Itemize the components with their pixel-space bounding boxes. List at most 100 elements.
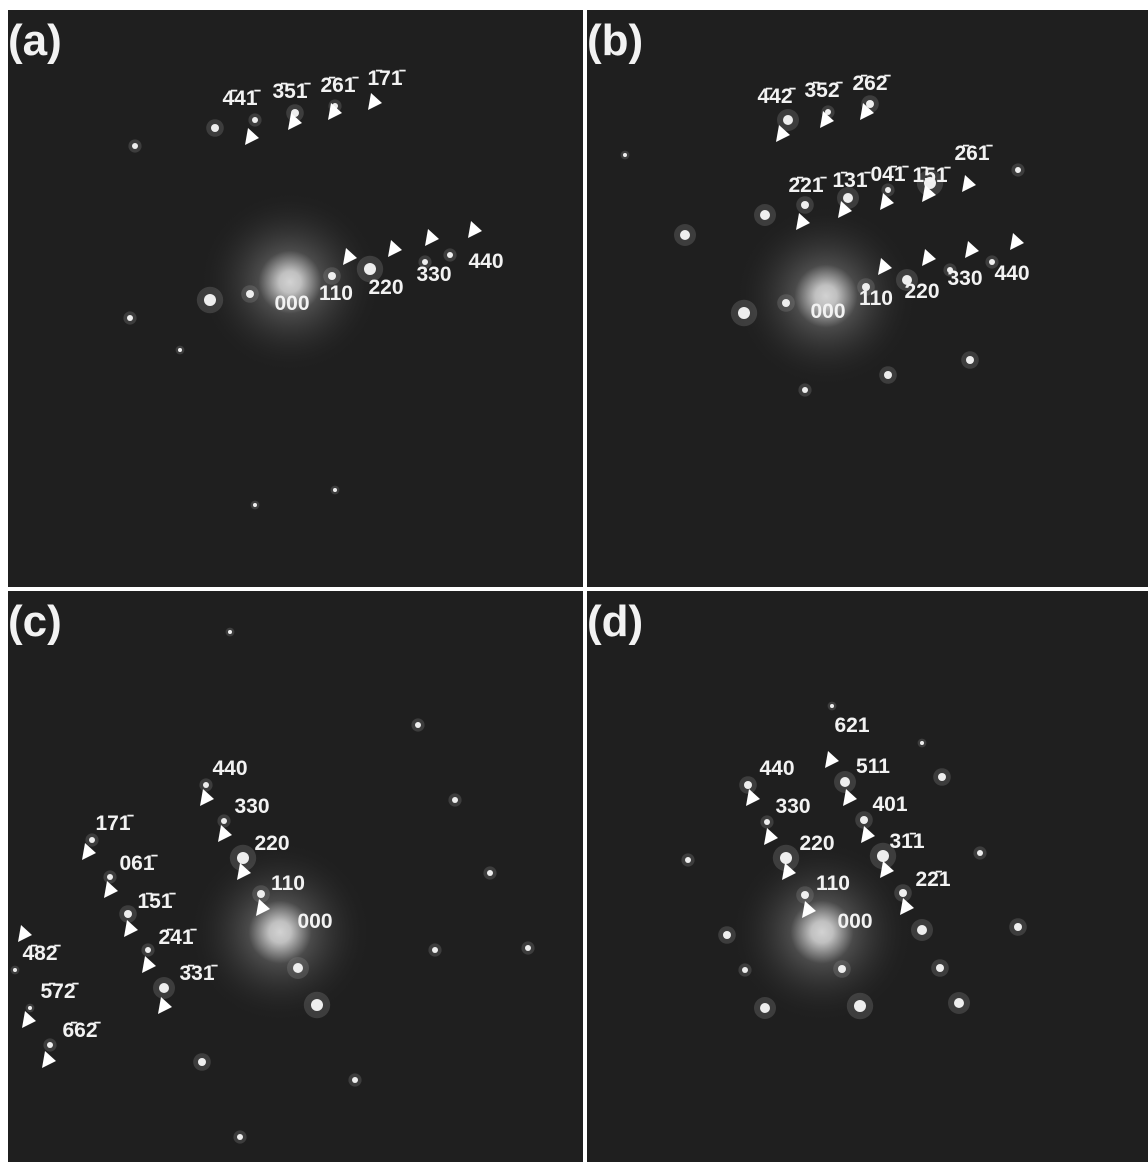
- index-label: 440: [212, 757, 247, 780]
- panel-label: (c): [8, 597, 62, 646]
- spot: [884, 371, 892, 379]
- spot: [801, 891, 809, 899]
- index-label: 220: [904, 280, 939, 303]
- index-label: 330: [234, 795, 269, 818]
- spot: [203, 782, 209, 788]
- figure: (a) 4̄41̄ 3̄51̄ 2̄61̄ 1̄71̄ 000 110 220 330 440 (b…: [0, 0, 1148, 1162]
- index-label: 2̄21̄: [788, 174, 827, 197]
- spot: [938, 773, 946, 781]
- index-label: 4̄82̄: [22, 942, 61, 965]
- spot: [838, 965, 846, 973]
- spot: [228, 630, 232, 634]
- spot: [221, 818, 227, 824]
- panel-label: (d): [587, 597, 643, 646]
- spot: [738, 307, 750, 319]
- spot: [252, 117, 258, 123]
- spot: [525, 945, 531, 951]
- spot: [899, 889, 907, 897]
- spot: [237, 852, 249, 864]
- spot: [860, 816, 868, 824]
- index-label: 220: [799, 832, 834, 855]
- index-label: 3̄31̄: [179, 962, 218, 985]
- spot: [204, 294, 216, 306]
- index-label: 1̄31̄: [832, 169, 871, 192]
- panel-label: (b): [587, 16, 643, 65]
- spot: [415, 722, 421, 728]
- index-label: 110: [319, 282, 353, 305]
- spot: [432, 947, 438, 953]
- index-label: 330: [416, 263, 451, 286]
- spot: [487, 870, 493, 876]
- index-label: 000: [837, 910, 872, 933]
- spot: [966, 356, 974, 364]
- index-label: 440: [994, 262, 1029, 285]
- spot: [854, 1000, 866, 1012]
- index-label: 000: [274, 292, 309, 315]
- spot: [780, 852, 792, 864]
- index-label: 061̄: [119, 852, 158, 875]
- spot: [132, 143, 138, 149]
- index-label: 110: [816, 872, 850, 895]
- spot: [936, 964, 944, 972]
- spot: [783, 115, 793, 125]
- spot: [333, 488, 337, 492]
- spot: [28, 1006, 32, 1010]
- spot: [802, 387, 808, 393]
- index-label: 2̄61̄: [954, 142, 993, 165]
- spot: [257, 890, 265, 898]
- index-label: 110: [271, 872, 305, 895]
- spot: [885, 187, 891, 193]
- spot: [744, 781, 752, 789]
- spot: [13, 968, 17, 972]
- panel-label: (a): [8, 16, 62, 65]
- spot: [917, 925, 927, 935]
- index-label: 31̄1: [889, 830, 924, 853]
- index-label: 401: [872, 793, 907, 816]
- index-label: 1̄51̄: [137, 890, 176, 913]
- spot: [723, 931, 731, 939]
- spot: [760, 210, 770, 220]
- spot: [1015, 167, 1021, 173]
- index-label: 440: [759, 757, 794, 780]
- spot: [452, 797, 458, 803]
- spot: [801, 201, 809, 209]
- spot: [293, 963, 303, 973]
- spot: [364, 263, 376, 275]
- spot: [1014, 923, 1022, 931]
- spot: [877, 850, 889, 862]
- spot: [920, 741, 924, 745]
- spot: [866, 100, 874, 108]
- index-label: 330: [947, 267, 982, 290]
- index-label: 000: [810, 300, 845, 323]
- index-label: 330: [775, 795, 810, 818]
- central-beam: [200, 192, 380, 372]
- index-label: 171̄: [95, 812, 134, 835]
- spot: [830, 704, 834, 708]
- index-label: 4̄41̄: [222, 87, 261, 110]
- spot: [246, 290, 254, 298]
- spot: [782, 299, 790, 307]
- index-label: 2̄41̄: [158, 926, 197, 949]
- spot: [159, 983, 169, 993]
- central-beam: [190, 842, 370, 1022]
- spot: [211, 124, 219, 132]
- spot: [680, 230, 690, 240]
- index-label: 621: [834, 714, 869, 737]
- spot: [623, 153, 627, 157]
- index-label: 1̄51̄: [912, 164, 951, 187]
- spot: [178, 348, 182, 352]
- spot: [89, 837, 95, 843]
- spot: [127, 315, 133, 321]
- spot: [253, 503, 257, 507]
- index-label: 440: [468, 250, 503, 273]
- index-label: 1̄71̄: [367, 67, 406, 90]
- spot: [843, 193, 853, 203]
- index-label: 3̄51̄: [272, 80, 311, 103]
- spot: [107, 874, 113, 880]
- spot: [742, 967, 748, 973]
- spot: [237, 1134, 243, 1140]
- index-label: 22̄1: [915, 868, 950, 891]
- index-label: 220: [368, 276, 403, 299]
- index-label: 04̄1̄: [870, 163, 909, 186]
- spot: [352, 1077, 358, 1083]
